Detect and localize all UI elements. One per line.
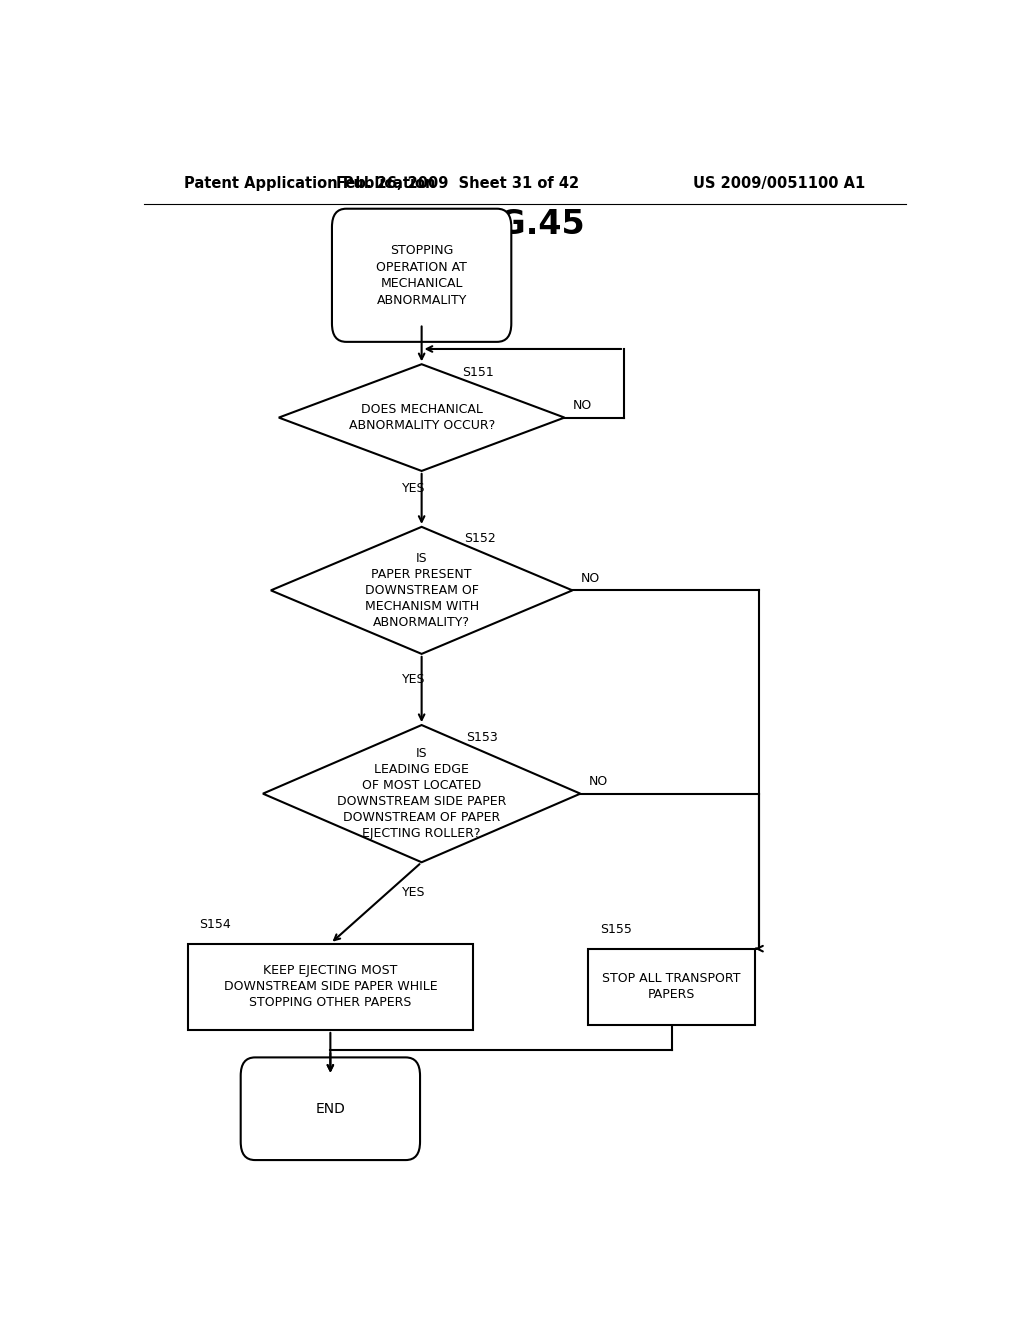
Bar [187, 944, 473, 1030]
Text: S154: S154 [200, 919, 231, 932]
Text: S153: S153 [466, 731, 498, 744]
FancyBboxPatch shape [241, 1057, 420, 1160]
Text: KEEP EJECTING MOST
DOWNSTREAM SIDE PAPER WHILE
STOPPING OTHER PAPERS: KEEP EJECTING MOST DOWNSTREAM SIDE PAPER… [223, 965, 437, 1010]
Text: NO: NO [572, 399, 592, 412]
Text: IS
LEADING EDGE
OF MOST LOCATED
DOWNSTREAM SIDE PAPER
DOWNSTREAM OF PAPER
EJECTI: IS LEADING EDGE OF MOST LOCATED DOWNSTRE… [337, 747, 506, 840]
Text: NO: NO [588, 775, 607, 788]
Text: US 2009/0051100 A1: US 2009/0051100 A1 [692, 176, 865, 191]
Text: DOES MECHANICAL
ABNORMALITY OCCUR?: DOES MECHANICAL ABNORMALITY OCCUR? [348, 403, 495, 432]
Text: STOP ALL TRANSPORT
PAPERS: STOP ALL TRANSPORT PAPERS [602, 973, 741, 1002]
Text: STOPPING
OPERATION AT
MECHANICAL
ABNORMALITY: STOPPING OPERATION AT MECHANICAL ABNORMA… [376, 244, 467, 306]
Text: YES: YES [401, 886, 425, 899]
Polygon shape [270, 527, 572, 653]
Text: YES: YES [401, 482, 425, 495]
Polygon shape [263, 725, 581, 862]
Text: S151: S151 [462, 366, 494, 379]
Text: END: END [315, 1102, 345, 1115]
Text: Feb. 26, 2009  Sheet 31 of 42: Feb. 26, 2009 Sheet 31 of 42 [336, 176, 579, 191]
Text: FIG.45: FIG.45 [464, 209, 586, 242]
FancyBboxPatch shape [332, 209, 511, 342]
Text: Patent Application Publication: Patent Application Publication [183, 176, 435, 191]
Text: S155: S155 [600, 924, 632, 936]
Text: YES: YES [401, 673, 425, 686]
Polygon shape [279, 364, 564, 471]
Text: S152: S152 [464, 532, 496, 545]
Text: IS
PAPER PRESENT
DOWNSTREAM OF
MECHANISM WITH
ABNORMALITY?: IS PAPER PRESENT DOWNSTREAM OF MECHANISM… [365, 552, 478, 628]
Bar [588, 949, 755, 1024]
Text: NO: NO [581, 572, 600, 585]
